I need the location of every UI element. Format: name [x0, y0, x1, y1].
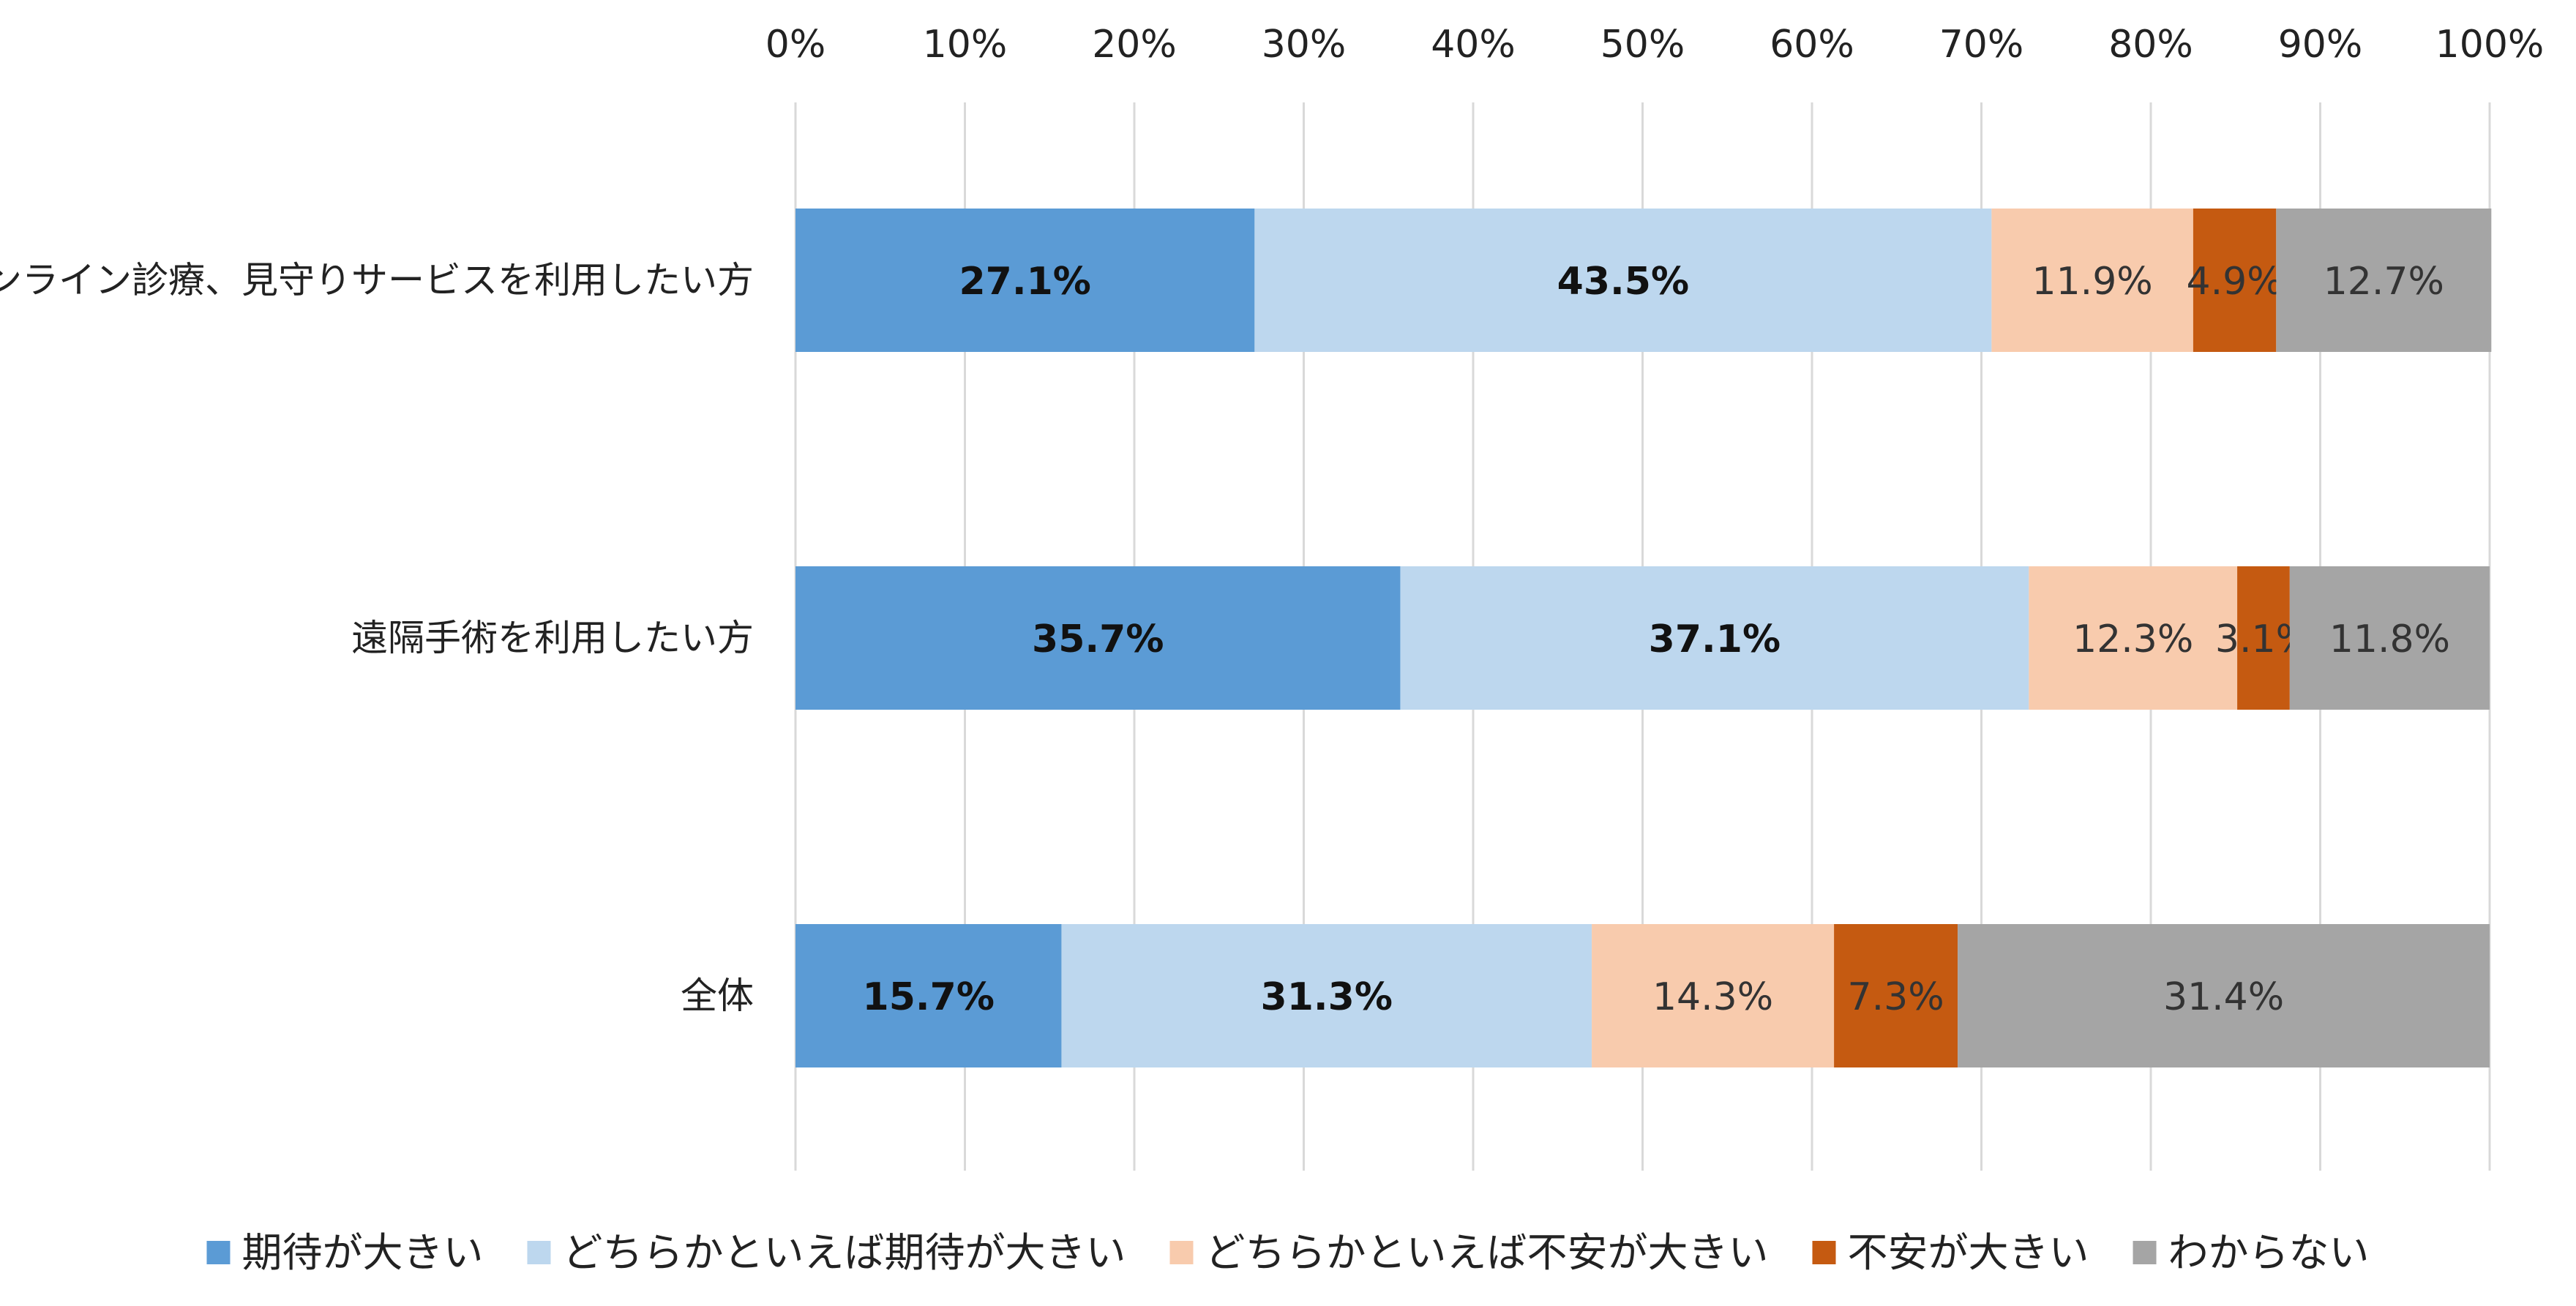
legend-label: わからない	[2168, 1229, 2370, 1276]
x-tick-label: 50%	[1600, 23, 1685, 67]
bar-segment	[1592, 924, 1835, 1067]
x-axis-ticks: 0% 10% 20% 30% 40% 50% 60% 70% 80% 90% 100%	[765, 23, 2545, 67]
bar-segment	[2276, 209, 2492, 352]
x-tick-label: 90%	[2278, 23, 2363, 67]
legend-swatch	[527, 1241, 551, 1264]
legend-item: 期待が大きい	[206, 1229, 483, 1276]
bar-segment	[795, 924, 1062, 1067]
legend: 期待が大きい どちらかといえば期待が大きい どちらかといえば不安が大きい 不安が大きい…	[206, 1229, 2370, 1276]
data-label: 35.7%	[1032, 618, 1164, 661]
bars: 27.1% 43.5% 11.9% 4.9% 12.7% 35.7% 37.1% 12.3% 3…	[795, 209, 2492, 1067]
x-tick-label: 60%	[1770, 23, 1854, 67]
bar-segment	[2289, 566, 2490, 710]
bar-segment	[795, 209, 1255, 352]
data-label: 12.7%	[2324, 260, 2444, 304]
data-label: 7.3%	[1848, 975, 1944, 1019]
legend-swatch	[2133, 1241, 2157, 1264]
bar-segment	[795, 566, 1401, 710]
bar-segment	[1061, 924, 1592, 1067]
legend-swatch	[1169, 1241, 1194, 1264]
bar-segment	[1834, 924, 1958, 1067]
legend-item: どちらかといえば期待が大きい	[527, 1229, 1126, 1276]
bar-segment	[1400, 566, 2029, 710]
data-label: 11.8%	[2329, 618, 2450, 661]
bar-segment	[1254, 209, 1992, 352]
category-label: 遠隔手術を利用したい方	[351, 617, 754, 659]
x-tick-label: 70%	[1939, 23, 2024, 67]
legend-swatch	[206, 1241, 231, 1264]
category-label: オンライン診療、見守りサービスを利用したい方	[0, 259, 754, 301]
legend-item: どちらかといえば不安が大きい	[1169, 1229, 1769, 1276]
bar-segment	[2193, 209, 2277, 352]
x-tick-label: 10%	[923, 23, 1008, 67]
legend-label: どちらかといえば不安が大きい	[1205, 1229, 1768, 1276]
legend-label: どちらかといえば期待が大きい	[562, 1229, 1126, 1276]
data-label: 12.3%	[2073, 618, 2193, 661]
legend-swatch	[1812, 1241, 1836, 1264]
x-tick-label: 30%	[1262, 23, 1347, 67]
data-label: 43.5%	[1557, 260, 1689, 304]
data-label: 37.1%	[1649, 618, 1781, 661]
x-tick-label: 40%	[1431, 23, 1516, 67]
legend-item: わからない	[2133, 1229, 2370, 1276]
legend-item: 不安が大きい	[1812, 1229, 2089, 1276]
data-label: 27.1%	[959, 260, 1090, 304]
data-label: 14.3%	[1652, 975, 1773, 1019]
bar-segment	[2237, 566, 2290, 710]
category-label: 全体	[681, 975, 754, 1017]
data-label: 31.4%	[2163, 975, 2284, 1019]
x-tick-label: 100%	[2435, 23, 2545, 67]
data-label: 4.9%	[2187, 260, 2283, 304]
bar-segment	[2029, 566, 2238, 710]
bar-segment	[1991, 209, 2193, 352]
data-label: 31.3%	[1261, 975, 1393, 1019]
data-label: 15.7%	[863, 975, 995, 1019]
x-tick-label: 20%	[1092, 23, 1177, 67]
x-tick-label: 80%	[2108, 23, 2193, 67]
x-tick-label: 0%	[765, 23, 826, 67]
legend-label: 期待が大きい	[242, 1229, 483, 1276]
bar-segment	[1958, 924, 2490, 1067]
legend-label: 不安が大きい	[1848, 1229, 2089, 1276]
data-label: 11.9%	[2032, 260, 2153, 304]
